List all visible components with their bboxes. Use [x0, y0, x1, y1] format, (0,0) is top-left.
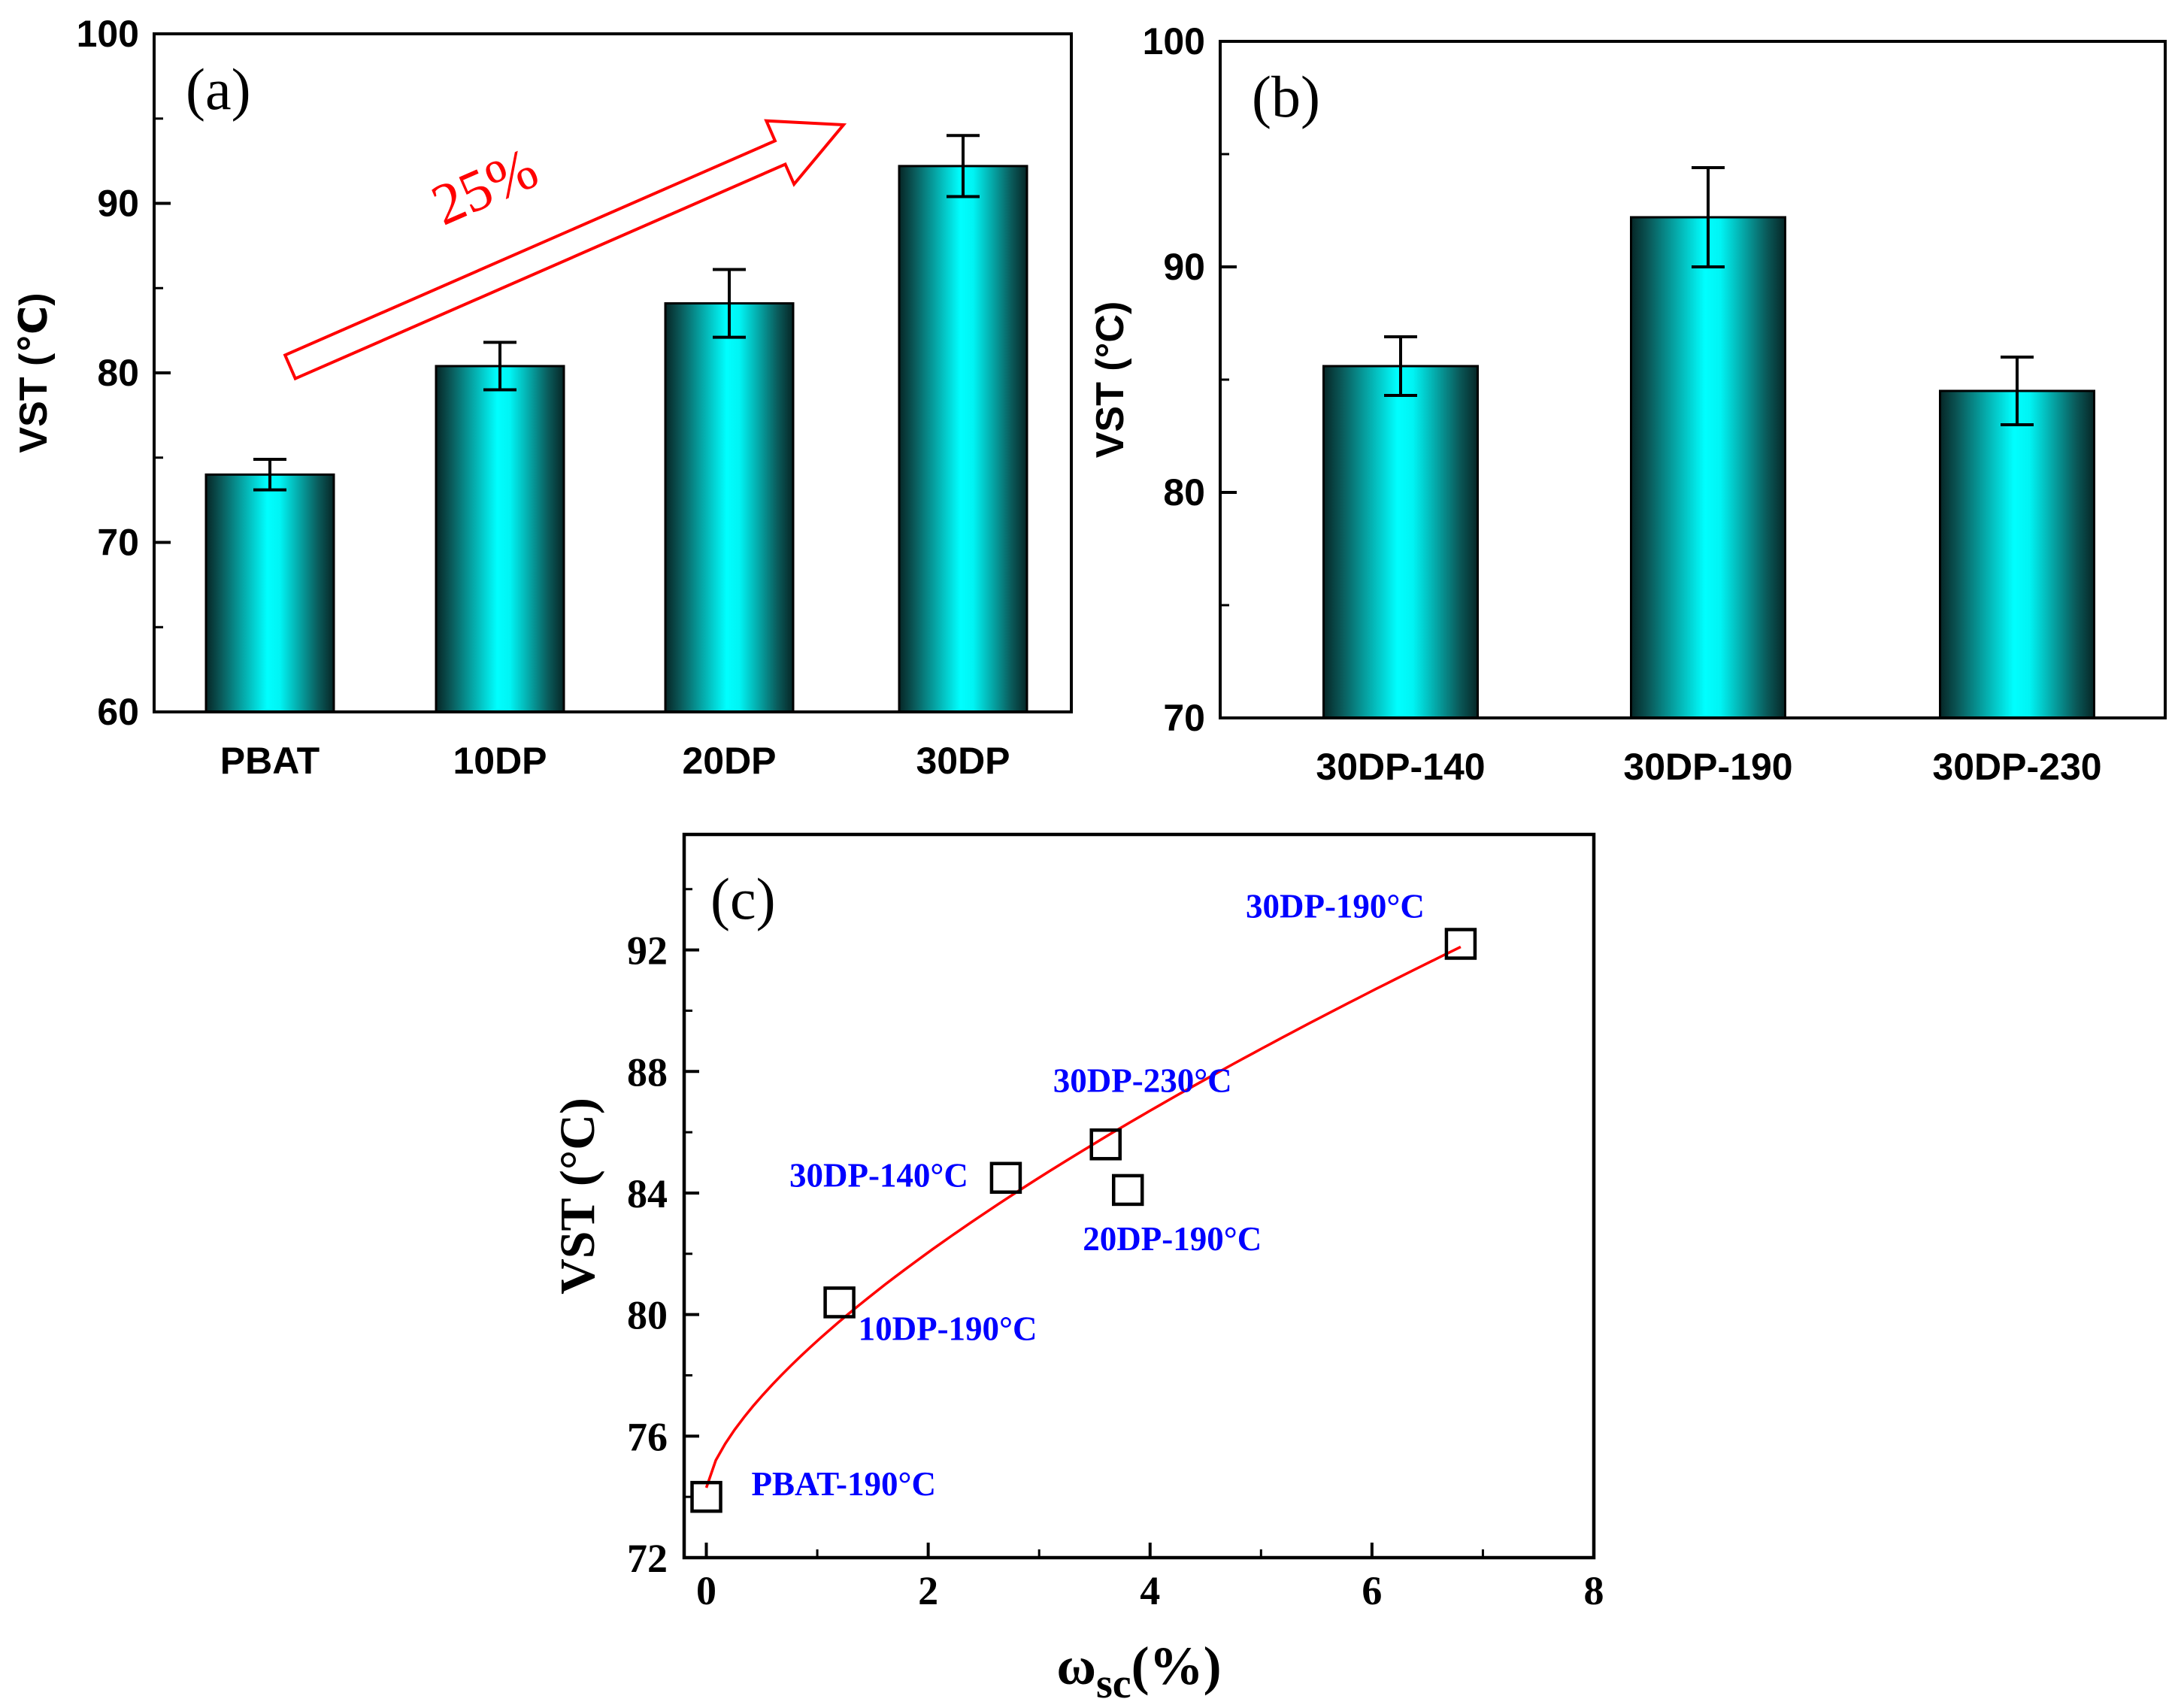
- data-point-label: 20DP-190°C: [1083, 1220, 1262, 1258]
- y-tick-label: 70: [97, 522, 139, 564]
- y-tick-label: 90: [1163, 246, 1205, 288]
- bar-30dp-230: [1939, 389, 2095, 719]
- x-axis-label: ωsc(%): [1056, 1636, 1221, 1707]
- data-point-label: 30DP-140°C: [789, 1157, 968, 1195]
- error-bar-20dp: [713, 268, 746, 339]
- y-tick-label: 90: [97, 183, 139, 225]
- y-tick-label: 84: [627, 1171, 668, 1216]
- data-point-marker: [989, 1161, 1022, 1194]
- x-tick-label: 8: [1584, 1568, 1604, 1613]
- y-tick-label: 80: [627, 1293, 668, 1338]
- x-tick-label: 20DP: [682, 740, 776, 782]
- data-point-marker: [1111, 1173, 1144, 1207]
- error-bar-30dp-140: [1384, 335, 1417, 397]
- panel-a-bar-chart: PBAT 10DP 20DP 30DP 60 70 80 90 100 VST (℃) (a) 25%: [12, 13, 1073, 782]
- x-tick-label: 6: [1362, 1568, 1382, 1613]
- panel-label: (c): [710, 866, 776, 931]
- x-tick-label: 4: [1140, 1568, 1160, 1613]
- x-tick-label: 30DP-230: [1932, 746, 2101, 788]
- x-tick-label: 10DP: [453, 740, 547, 782]
- bar-30dp: [898, 165, 1028, 713]
- x-tick-label: 30DP-190: [1623, 746, 1792, 788]
- increase-arrow-annotation: [283, 119, 847, 381]
- data-point-label: 10DP-190°C: [859, 1310, 1037, 1347]
- data-point-label: 30DP-230°C: [1053, 1061, 1232, 1099]
- x-tick-label: 30DP-140: [1316, 746, 1485, 788]
- y-tick-label: 72: [627, 1536, 668, 1581]
- x-tick-label: 30DP: [916, 740, 1010, 782]
- panel-label: (b): [1252, 64, 1320, 129]
- increase-percent-label: 25%: [422, 135, 547, 238]
- y-tick-label: 88: [627, 1049, 668, 1095]
- y-tick-label: 100: [77, 13, 139, 55]
- y-tick-label: 70: [1163, 697, 1205, 739]
- x-axis-label-symbol: ω: [1056, 1636, 1096, 1696]
- bar-20dp: [664, 302, 795, 713]
- error-bar-30dp-190: [1692, 166, 1725, 268]
- y-axis-label: VST (°C): [550, 1098, 605, 1295]
- y-tick-label: 92: [627, 928, 668, 974]
- panel-c-scatter-chart: PBAT-190°C 10DP-190°C 30DP-140°C 30DP-230°C…: [550, 832, 1604, 1707]
- panel-label: (a): [186, 56, 251, 122]
- error-bar-30dp-230: [2001, 356, 2034, 426]
- bar-pbat: [204, 473, 335, 713]
- x-tick-label: 2: [918, 1568, 938, 1613]
- data-point-label: 30DP-190°C: [1246, 888, 1425, 925]
- x-axis-label-subscript: sc: [1096, 1661, 1131, 1707]
- plot-frame: [682, 832, 1596, 1560]
- x-axis-label-unit: (%): [1131, 1636, 1222, 1696]
- bar-30dp-190: [1630, 216, 1786, 719]
- plot-frame: [153, 32, 1073, 713]
- x-tick-label: PBAT: [220, 740, 320, 782]
- error-bar-10dp: [483, 341, 516, 392]
- y-axis-label: VST (°C): [1089, 301, 1132, 459]
- data-point-marker: [1444, 928, 1477, 960]
- data-point-marker: [823, 1286, 856, 1319]
- y-tick-label: 60: [97, 691, 139, 733]
- fit-curve: [704, 946, 1462, 1488]
- y-tick-label: 80: [1163, 471, 1205, 513]
- plot-frame: [1219, 40, 2167, 719]
- error-bar-30dp: [947, 134, 980, 198]
- y-tick-label: 76: [627, 1414, 668, 1459]
- y-axis-label: VST (℃): [12, 292, 56, 453]
- data-point-label: PBAT-190°C: [752, 1465, 937, 1503]
- panel-b-bar-chart: 30DP-140 30DP-190 30DP-230 70 80 90 100 VST (°C…: [1089, 20, 2167, 788]
- y-tick-label: 80: [97, 352, 139, 394]
- x-tick-label: 0: [696, 1568, 716, 1613]
- bar-30dp-140: [1322, 365, 1479, 719]
- data-point-marker: [1089, 1128, 1122, 1161]
- error-bar-pbat: [253, 458, 286, 492]
- bar-10dp: [435, 365, 565, 713]
- y-tick-label: 100: [1143, 20, 1205, 62]
